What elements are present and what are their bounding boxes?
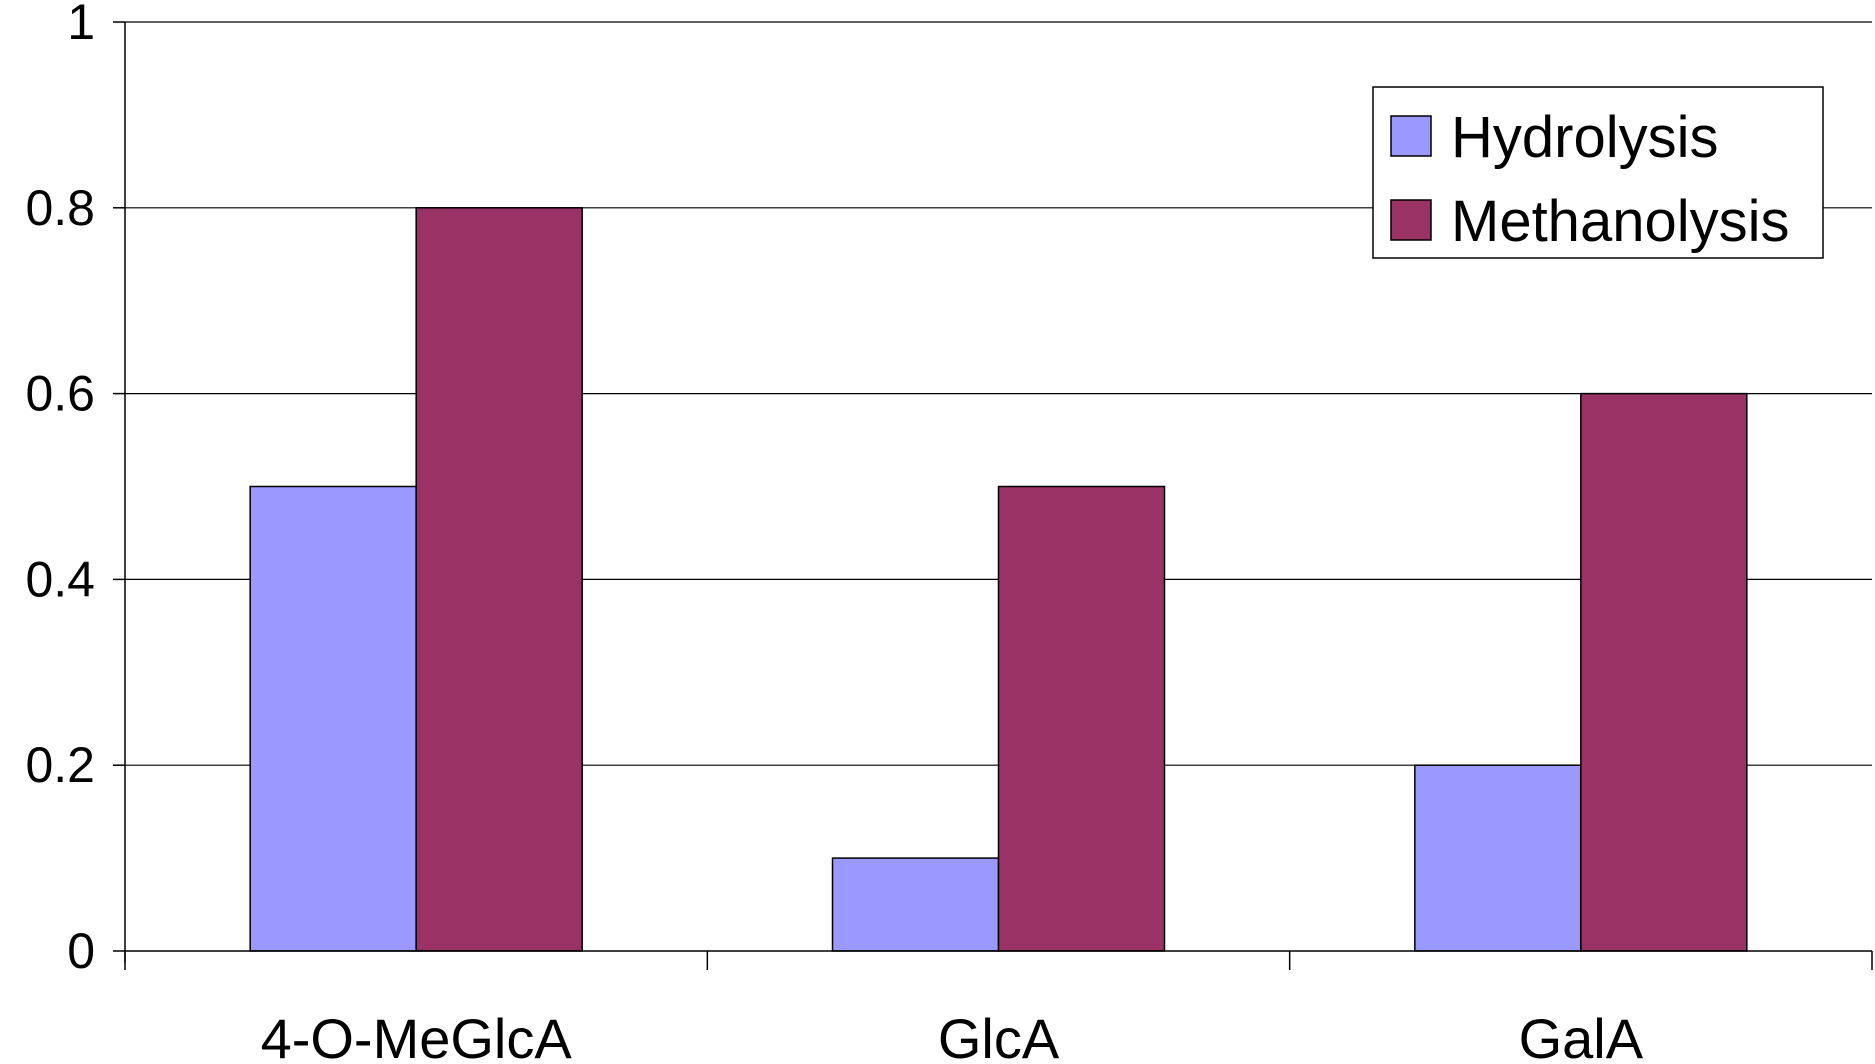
y-tick-labels: 0 0.2 0.4 0.6 0.8 1 [25, 0, 95, 979]
legend-swatch [1390, 199, 1432, 241]
bar-methanolysis-1 [997, 485, 1166, 952]
legend-label: Methanolysis [1451, 189, 1789, 254]
x-tick-labels: 4-O-MeGlcA GlcA GalA [261, 1007, 1644, 1064]
x-tick-label: GalA [1519, 1007, 1644, 1064]
y-tick-label: 0 [67, 923, 95, 979]
y-tick-label: 0.2 [25, 737, 95, 793]
y-tick-label: 0.4 [25, 551, 95, 607]
legend-label: Hydrolysis [1451, 105, 1719, 170]
legend-box [1372, 86, 1824, 259]
y-tick-label: 0.8 [25, 180, 95, 236]
bar-methanolysis-2 [1580, 392, 1748, 952]
axes [113, 21, 1873, 970]
legend-swatch [1390, 115, 1432, 157]
bar-hydrolysis-0 [249, 485, 417, 952]
bars [249, 207, 1748, 952]
x-tick-label: GlcA [938, 1007, 1060, 1064]
y-tick-label: 1 [67, 0, 95, 50]
bar-hydrolysis-1 [831, 857, 1000, 952]
bar-methanolysis-0 [415, 207, 583, 952]
legend: Hydrolysis Methanolysis [1372, 86, 1824, 259]
x-tick-label: 4-O-MeGlcA [261, 1007, 573, 1064]
y-tick-label: 0.6 [25, 366, 95, 422]
bar-hydrolysis-2 [1414, 764, 1582, 952]
